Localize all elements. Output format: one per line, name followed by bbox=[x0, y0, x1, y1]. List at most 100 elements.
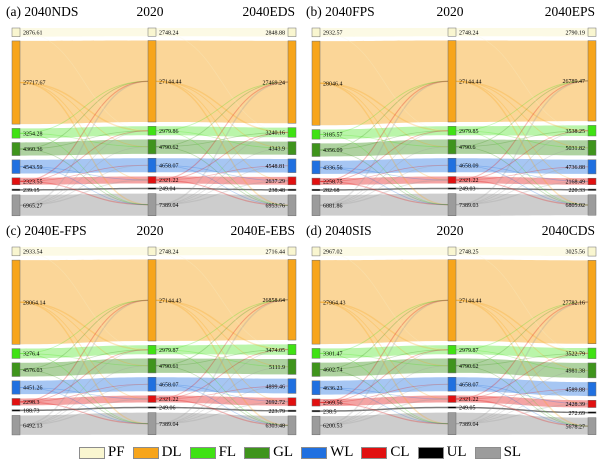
legend-item-WL: WL bbox=[301, 444, 353, 461]
node-SL-center bbox=[147, 193, 157, 217]
node-PF-right bbox=[287, 27, 297, 37]
node-value-WL-right: 4736.88 bbox=[566, 165, 586, 171]
node-PF-left bbox=[11, 246, 21, 257]
flow-strand bbox=[19, 387, 149, 400]
flow-PF-right bbox=[156, 28, 288, 37]
flow-strand bbox=[19, 349, 149, 403]
flow-DL-left bbox=[320, 40, 448, 126]
node-PF-center bbox=[147, 27, 157, 37]
flow-strand bbox=[19, 31, 149, 132]
node-value-UL-right: 220.33 bbox=[569, 188, 586, 194]
panel-b: (b) 2040FPS 2020 2040EPS 2932.57 28046.4 3… bbox=[300, 0, 600, 219]
flow-strand bbox=[319, 387, 449, 400]
legend-swatch-FL bbox=[189, 446, 216, 459]
node-DL-left bbox=[311, 259, 321, 345]
flow-strand bbox=[319, 32, 449, 132]
flow-strand bbox=[319, 349, 449, 403]
node-value-GL-right: 4343.9 bbox=[269, 146, 286, 152]
node-value-DL-right: 26858.64 bbox=[263, 298, 286, 304]
node-value-UL-left: 188.73 bbox=[23, 409, 40, 415]
flow-strand bbox=[455, 146, 589, 206]
flow-strand bbox=[319, 299, 449, 354]
node-value-GL-left: 4576.03 bbox=[23, 368, 43, 374]
panel-d-title-left: (d) 2040SIS bbox=[306, 223, 372, 238]
node-value-UL-right: 238.48 bbox=[269, 188, 286, 194]
node-value-DL-right: 27469.24 bbox=[263, 80, 286, 86]
legend-item-FL: FL bbox=[189, 444, 237, 461]
flow-strand bbox=[319, 365, 449, 426]
flow-strand bbox=[155, 81, 289, 181]
node-GL-right bbox=[587, 140, 597, 156]
legend-swatch-DL bbox=[132, 446, 159, 459]
node-value-UL-right: 272.69 bbox=[569, 411, 586, 417]
flow-strand bbox=[19, 301, 149, 351]
node-GL-left bbox=[311, 362, 321, 377]
flow-strand bbox=[155, 80, 289, 207]
panel-a-titles: (a) 2040NDS 2020 2040EDS bbox=[0, 0, 300, 25]
legend-label-FL: FL bbox=[218, 444, 237, 460]
flow-strand bbox=[455, 31, 589, 132]
flow-strand bbox=[455, 383, 589, 405]
flow-strand bbox=[455, 299, 589, 405]
node-value-SL-left: 6965.27 bbox=[23, 204, 43, 210]
flow-PF-left bbox=[20, 247, 148, 256]
flow-strand bbox=[19, 164, 149, 182]
node-value-FL-center: 2979.86 bbox=[159, 129, 179, 135]
node-value-FL-left: 3254.28 bbox=[23, 132, 43, 138]
node-PF-left bbox=[11, 27, 21, 37]
panel-c-titles: (c) 2040E-FPS 2020 2040E-EBS bbox=[0, 219, 300, 244]
node-WL-left bbox=[311, 160, 321, 175]
node-CL-center bbox=[147, 395, 157, 403]
flow-strand bbox=[19, 164, 149, 206]
panel-a-title-right: 2040EDS bbox=[242, 4, 295, 19]
flow-UL-right bbox=[456, 406, 588, 414]
flow-UL-left bbox=[320, 187, 448, 191]
node-DL-right bbox=[587, 40, 597, 122]
node-value-GL-left: 4356.09 bbox=[323, 148, 343, 154]
flow-WL-left bbox=[320, 377, 448, 395]
flow-strand bbox=[319, 80, 449, 183]
flow-GL-left bbox=[20, 358, 148, 377]
flow-CL-left bbox=[20, 395, 148, 406]
node-value-CL-right: 2692.72 bbox=[266, 400, 286, 406]
flow-strand bbox=[319, 349, 449, 426]
flow-strand bbox=[455, 80, 589, 149]
node-value-CL-center: 2321.22 bbox=[159, 397, 179, 403]
flow-strand bbox=[319, 352, 449, 425]
node-value-WL-left: 4543.59 bbox=[23, 165, 43, 171]
node-value-PF-right: 3025.56 bbox=[566, 250, 586, 256]
node-GL-center bbox=[447, 358, 457, 374]
node-FL-left bbox=[11, 128, 21, 139]
flow-strand bbox=[155, 383, 289, 403]
node-FL-right bbox=[587, 125, 597, 137]
node-value-WL-center: 4658.07 bbox=[159, 163, 179, 169]
node-CL-left bbox=[311, 177, 321, 186]
flow-SL-left bbox=[320, 193, 448, 216]
flow-DL-right bbox=[456, 40, 588, 123]
node-PF-left bbox=[311, 246, 321, 257]
node-CL-center bbox=[147, 176, 157, 184]
flow-strand bbox=[319, 299, 449, 427]
legend-swatch-UL bbox=[417, 446, 444, 459]
flow-strand bbox=[19, 251, 149, 351]
legend-swatch-CL bbox=[361, 446, 388, 459]
flow-strand bbox=[155, 349, 289, 425]
flow-strand bbox=[319, 352, 449, 367]
node-value-DL-center: 27144.43 bbox=[159, 298, 182, 304]
node-DL-center bbox=[147, 40, 157, 123]
node-WL-right bbox=[287, 378, 297, 394]
flow-strand bbox=[155, 132, 289, 148]
flow-strand bbox=[455, 352, 589, 367]
flow-strand bbox=[455, 301, 589, 425]
flow-strand bbox=[319, 251, 449, 351]
flow-strand bbox=[455, 301, 589, 351]
node-value-CL-left: 2369.56 bbox=[323, 401, 343, 407]
node-value-SL-center: 7389.03 bbox=[459, 203, 479, 209]
flow-WL-right bbox=[456, 158, 588, 174]
node-value-CL-center: 2321.22 bbox=[459, 178, 479, 184]
flow-strand bbox=[19, 166, 149, 206]
flow-strand bbox=[319, 166, 449, 206]
node-value-PF-left: 2967.02 bbox=[323, 250, 343, 256]
flow-strand bbox=[319, 133, 449, 148]
panel-d-titles: (d) 2040SIS 2020 2040CDS bbox=[300, 219, 600, 244]
